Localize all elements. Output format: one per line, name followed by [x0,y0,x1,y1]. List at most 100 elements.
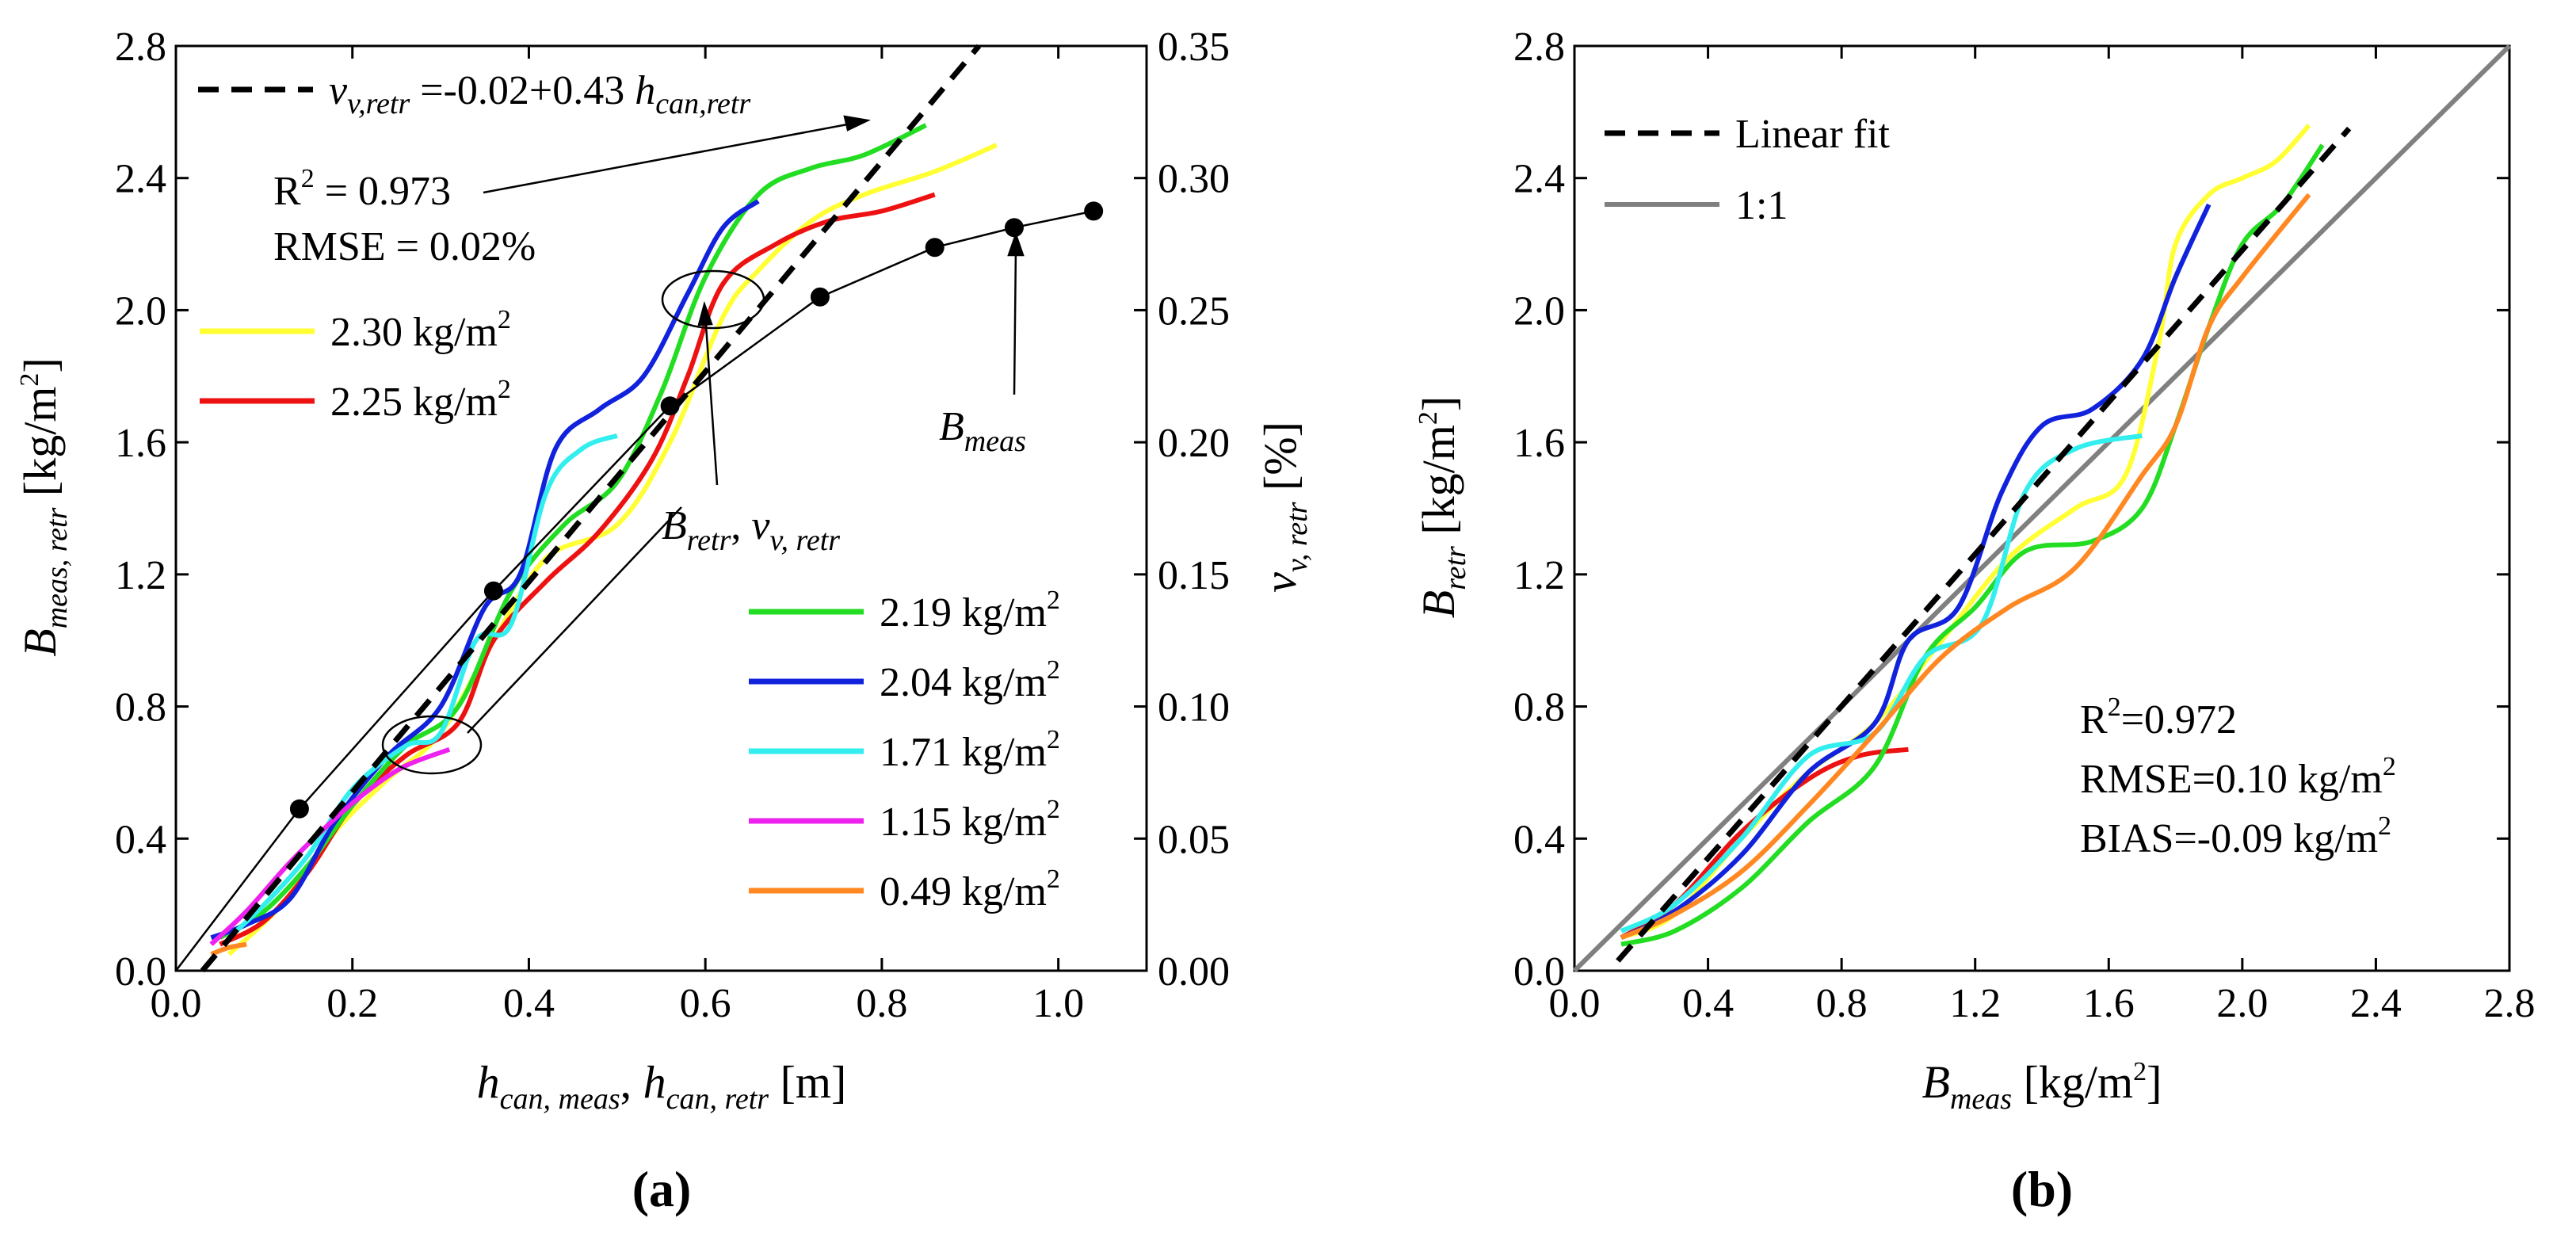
series-line [1620,143,2325,947]
panel-b: 0.0 0.4 0.8 1.2 1.6 2.0 2.4 2.8 0.0 0.4 0.8 1.2 1.6 2… [1413,25,2536,1217]
y-tick-label: 1.2 [1513,553,1565,598]
measured-point [1084,201,1104,221]
measured-point [483,581,503,601]
panel-b-stats: R2=0.972 RMSE=0.10 kg/m2 BIAS=-0.09 kg/m… [2080,693,2396,861]
series-line [227,433,618,940]
measured-point [289,799,309,819]
legend-label: 1.15 kg/m2 [880,795,1060,845]
stats-bias: BIAS=-0.09 kg/m2 [2080,811,2391,861]
measured-point [660,396,680,416]
retr-ellipse-upper [661,269,765,330]
panel-a-frame [174,44,1148,972]
y-tick-label: 2.0 [115,288,166,334]
panel-b-ylabel: Bretr [kg/m2] [1413,396,1472,618]
stats-rmse: RMSE=0.10 kg/m2 [2080,752,2396,802]
y-tick-label: 2.8 [115,25,166,70]
legend-label: 2.04 kg/m2 [880,655,1060,705]
legend-label: 2.30 kg/m2 [330,305,511,355]
panel-b-legend: Linear fit 1:1 [1605,112,1890,228]
panel-b-one-to-one [1572,44,2512,973]
y-tick-label: 0.4 [115,817,166,862]
panel-b-series [1620,123,2325,947]
fit-r2-label: R2 = 0.973 [273,164,451,214]
one-to-one-line [1572,44,2512,973]
series-line [1620,203,2212,941]
y-tick-label: 2.0 [1513,288,1565,334]
y2-tick-label: 0.00 [1158,949,1230,994]
legend-one-to-one-label: 1:1 [1735,183,1788,228]
y2-tick-label: 0.05 [1158,817,1230,862]
series-line [1620,193,2311,941]
measured-point [925,238,945,258]
panel-a-measured [175,201,1104,972]
stats-r2: R2=0.972 [2080,693,2237,742]
y-tick-label: 1.6 [115,421,166,466]
x-tick-label: 1.0 [1032,981,1084,1026]
panel-a-legend-top: vv,retr =-0.02+0.43 hcan,retr R2 = 0.973… [198,68,750,269]
x-tick-label: 0.4 [1682,981,1734,1026]
y2-tick-label: 0.20 [1158,421,1230,466]
y2-tick-label: 0.30 [1158,157,1230,202]
meas-annotation: Bmeas [939,404,1026,458]
legend-linear-fit-label: Linear fit [1735,112,1890,157]
series-line [1620,123,2311,941]
panel-a-legend-right: 2.19 kg/m2 2.04 kg/m2 1.71 kg/m2 1.15 kg/m2… [749,586,1060,914]
y-tick-label: 0.0 [115,949,166,994]
y-tick-label: 0.4 [1513,817,1565,862]
y-tick-label: 1.6 [1513,421,1565,466]
y-tick-label: 2.4 [115,157,166,202]
series-line [210,941,247,957]
x-tick-label: 1.6 [2083,981,2135,1026]
x-tick-label: 2.8 [2484,981,2536,1026]
y-tick-label: 0.0 [1513,949,1565,994]
panel-b-label: (b) [2011,1161,2073,1217]
fit-line [1616,126,2352,963]
panel-a-fit [200,44,982,973]
y2-tick-label: 0.25 [1158,288,1230,334]
panel-b-xlabel: Bmeas [kg/m2] [1922,1056,2162,1116]
series-line [219,123,927,940]
series-line [1620,433,2143,933]
panel-a-ticks: 0.0 0.2 0.4 0.6 0.8 1.0 0.0 0.4 0.8 1.2 1.6 2.0 2.4 2… [115,25,1230,1026]
panel-a: 0.0 0.2 0.4 0.6 0.8 1.0 0.0 0.4 0.8 1.2 1.6 2.0 2.4 2… [14,25,1314,1217]
panel-b-frame [1573,44,2511,972]
x-tick-label: 0.8 [856,981,907,1026]
retr-pointer-upper-head [697,300,713,326]
measured-point [1004,218,1024,238]
x-tick-label: 0.8 [1816,981,1868,1026]
fit-line [200,44,982,973]
x-tick-label: 2.4 [2350,981,2402,1026]
legend-label: 2.25 kg/m2 [330,375,511,425]
legend-label: 2.19 kg/m2 [880,586,1060,636]
retr-pointer-lower [467,506,682,734]
retr-ellipse-lower [381,715,483,775]
panel-a-legend-left: 2.30 kg/m2 2.25 kg/m2 [200,305,511,425]
fit-legend-label: vv,retr =-0.02+0.43 hcan,retr [329,68,750,120]
x-tick-label: 1.2 [1949,981,2001,1026]
x-tick-label: 0.0 [151,981,202,1026]
retr-annotation: Bretr, vv, retr [662,503,840,557]
fit-arrow [483,121,857,194]
y-tick-label: 0.8 [1513,685,1565,731]
y-tick-label: 0.8 [115,685,166,731]
measured-point [810,287,830,307]
legend-label: 1.71 kg/m2 [880,725,1060,775]
y2-tick-label: 0.10 [1158,685,1230,731]
measured-line [175,210,1094,972]
x-tick-label: 0.2 [326,981,378,1026]
legend-label: 0.49 kg/m2 [880,865,1060,914]
fit-arrow-head [843,115,872,132]
fit-rmse-label: RMSE = 0.02% [273,224,536,269]
y-tick-label: 2.4 [1513,157,1565,202]
y-tick-label: 2.8 [1513,25,1565,70]
panel-a-xlabel: hcan, meas, hcan, retr [m] [477,1056,847,1116]
x-tick-label: 2.0 [2216,981,2268,1026]
series-line [209,746,451,946]
meas-arrow [1013,246,1017,395]
x-tick-label: 0.0 [1549,981,1601,1026]
panel-a-ylabel: Bmeas, retr [kg/m2] [14,357,74,657]
retr-pointer-upper [704,313,719,486]
panel-b-fit [1616,126,2352,963]
panel-a-label: (a) [632,1161,692,1217]
